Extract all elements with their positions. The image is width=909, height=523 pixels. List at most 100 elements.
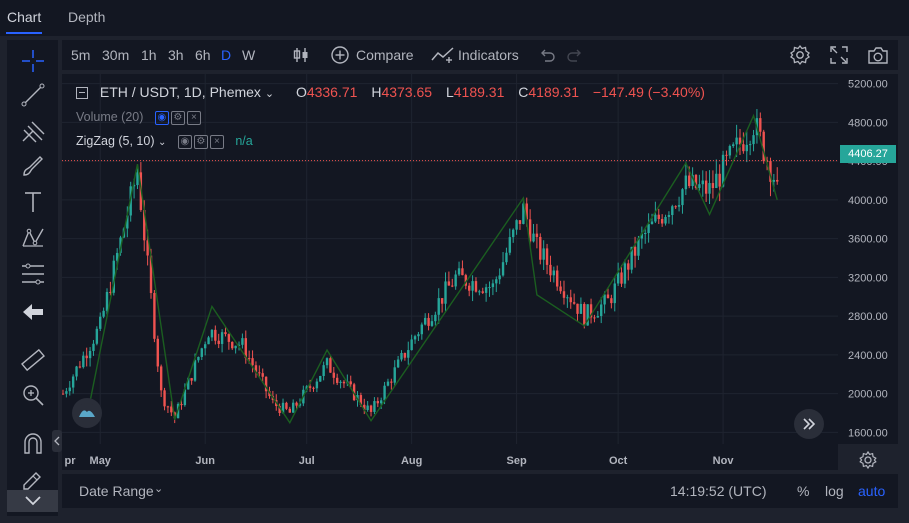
chart-area[interactable] — [61, 74, 838, 444]
interval-3h[interactable]: 3h — [168, 47, 184, 63]
candle-type-icon[interactable] — [292, 46, 310, 64]
candle-body — [376, 401, 380, 404]
candle-body — [535, 233, 539, 237]
tab-depth[interactable]: Depth — [68, 9, 106, 25]
candle-body — [732, 144, 735, 147]
camera-icon[interactable] — [866, 44, 890, 66]
pattern-icon[interactable] — [20, 225, 46, 251]
candle-body — [319, 375, 322, 382]
collapse-icon — [25, 496, 41, 506]
chevron-down-icon[interactable]: ⌄ — [158, 137, 167, 148]
collapse-button[interactable] — [7, 490, 58, 512]
volume-indicator-label[interactable]: Volume (20) — [76, 110, 144, 124]
interval-w[interactable]: W — [242, 47, 256, 63]
candle-body — [576, 303, 579, 314]
price-tick-label-9: 5200.00 — [848, 79, 888, 91]
open-value: 4336.71 — [306, 84, 358, 100]
candle-body — [657, 214, 660, 219]
symbol-name[interactable]: ETH / USDT, 1D, Phemex — [99, 84, 261, 100]
candle-body — [78, 366, 82, 368]
scroll-right-button[interactable] — [794, 409, 824, 439]
clock-time[interactable]: 14:19:52 (UTC) — [670, 483, 767, 499]
log-toggle[interactable]: log — [825, 483, 844, 499]
lock-edit-icon[interactable] — [20, 467, 46, 493]
candle-body — [708, 183, 711, 194]
price-axis[interactable]: 1600.00 2000.00 2400.00 2800.00 3200.00 3600.… — [838, 74, 898, 444]
gear-icon[interactable]: ⚙ — [170, 110, 185, 125]
current-price-tag: 4406.27 — [840, 145, 896, 163]
compare-button[interactable]: Compare — [356, 47, 414, 63]
candle-body — [468, 285, 471, 291]
chevron-down-icon[interactable]: ⌄ — [154, 483, 164, 495]
candle-body — [335, 377, 339, 383]
candle-body — [102, 310, 105, 317]
auto-toggle[interactable]: auto — [858, 483, 886, 499]
back-arrow-icon[interactable] — [20, 299, 46, 325]
crosshair-icon[interactable] — [20, 48, 46, 74]
redo-icon[interactable] — [567, 47, 583, 63]
interval-d[interactable]: D — [221, 47, 232, 63]
candle-body — [315, 381, 319, 389]
candle-body — [170, 406, 173, 413]
indicators-button[interactable]: Indicators — [458, 47, 519, 63]
tab-chart[interactable]: Chart — [7, 9, 42, 25]
axis-settings-icon[interactable] — [858, 450, 878, 470]
candle-body — [569, 297, 572, 303]
brush-icon[interactable] — [20, 153, 46, 179]
candle-body — [264, 376, 268, 392]
visibility-icon[interactable]: ◉ — [154, 110, 169, 125]
low-value: 4189.31 — [453, 84, 505, 100]
settings-icon[interactable] — [789, 44, 811, 66]
candle-body — [589, 304, 593, 318]
candlestick-chart[interactable] — [61, 74, 838, 444]
candle-body — [738, 137, 742, 145]
chevron-down-icon[interactable]: ⌄ — [264, 88, 275, 100]
candle-body — [728, 146, 732, 156]
magnet-icon[interactable] — [20, 431, 46, 457]
candle-body — [390, 381, 393, 383]
gear-icon[interactable]: ⚙ — [193, 134, 208, 149]
close-icon[interactable]: × — [209, 134, 224, 149]
close-label: C — [518, 84, 529, 100]
fib-icon[interactable] — [20, 261, 46, 287]
interval-6h[interactable]: 6h — [195, 47, 211, 63]
candle-body — [349, 381, 352, 385]
top-toolbar: 5m 30m 1h 3h 6h D W Compare Indicators — [62, 40, 898, 70]
pitchfork-icon[interactable] — [20, 118, 46, 144]
percent-toggle[interactable]: % — [797, 483, 810, 499]
candle-body — [512, 229, 515, 238]
candle-body — [85, 355, 88, 359]
candle-body — [322, 365, 325, 376]
candle-body — [440, 298, 444, 304]
plus-circle-icon[interactable] — [330, 45, 350, 65]
time-tick-label-1: May — [90, 455, 112, 467]
candle-body — [461, 268, 464, 276]
trend-line-icon[interactable] — [20, 82, 46, 108]
date-range-button[interactable]: Date Range — [79, 483, 154, 499]
time-axis[interactable]: pr May Jun Jul Aug Sep Oct Nov — [62, 444, 838, 470]
interval-30m[interactable]: 30m — [102, 47, 130, 63]
visibility-icon[interactable]: ◉ — [177, 134, 192, 149]
logo-button[interactable] — [72, 398, 102, 428]
sidebar-toggle[interactable] — [52, 430, 62, 452]
candle-body — [112, 260, 115, 293]
candle-body — [488, 287, 491, 289]
undo-icon[interactable] — [539, 47, 555, 63]
candle-body — [664, 216, 667, 224]
text-icon[interactable] — [20, 189, 46, 215]
candle-body — [691, 174, 694, 187]
candle-body — [247, 358, 251, 360]
candle-body — [688, 175, 691, 187]
fullscreen-icon[interactable] — [829, 45, 849, 65]
ruler-icon[interactable] — [20, 347, 46, 373]
zigzag-indicator-label[interactable]: ZigZag (5, 10) — [76, 134, 155, 148]
indicators-icon[interactable] — [431, 45, 455, 65]
interval-5m[interactable]: 5m — [71, 47, 91, 63]
zoom-icon[interactable] — [20, 382, 46, 408]
time-tick-label-3: Jul — [299, 455, 315, 467]
candle-body — [68, 387, 71, 392]
candle-body — [254, 365, 258, 373]
close-icon[interactable]: × — [186, 110, 201, 125]
interval-1h[interactable]: 1h — [141, 47, 157, 63]
legend-collapse-icon[interactable] — [76, 87, 88, 100]
